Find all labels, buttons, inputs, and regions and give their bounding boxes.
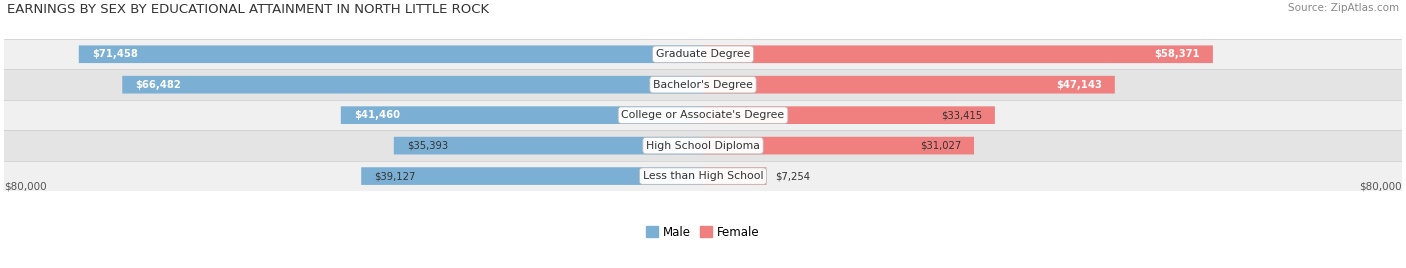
Text: Bachelor's Degree: Bachelor's Degree: [652, 80, 754, 90]
Text: $41,460: $41,460: [354, 110, 399, 120]
Text: College or Associate's Degree: College or Associate's Degree: [621, 110, 785, 120]
FancyBboxPatch shape: [340, 106, 703, 124]
FancyBboxPatch shape: [703, 76, 1115, 94]
Legend: Male, Female: Male, Female: [641, 221, 765, 243]
Bar: [4, 39, 1402, 69]
FancyBboxPatch shape: [79, 45, 703, 63]
Text: $35,393: $35,393: [406, 141, 449, 151]
FancyBboxPatch shape: [703, 106, 995, 124]
FancyBboxPatch shape: [394, 137, 703, 154]
Bar: [4, 100, 1402, 131]
Text: Source: ZipAtlas.com: Source: ZipAtlas.com: [1288, 3, 1399, 13]
Bar: [4, 161, 1402, 191]
Text: $80,000: $80,000: [4, 181, 46, 191]
Text: Less than High School: Less than High School: [643, 171, 763, 181]
Bar: [4, 69, 1402, 100]
Text: $58,371: $58,371: [1154, 49, 1199, 59]
Bar: [4, 131, 1402, 161]
FancyBboxPatch shape: [703, 137, 974, 154]
Text: $71,458: $71,458: [91, 49, 138, 59]
Text: $47,143: $47,143: [1056, 80, 1102, 90]
Text: $7,254: $7,254: [775, 171, 810, 181]
Text: $33,415: $33,415: [941, 110, 981, 120]
Text: $31,027: $31,027: [920, 141, 960, 151]
FancyBboxPatch shape: [703, 45, 1213, 63]
Text: High School Diploma: High School Diploma: [647, 141, 759, 151]
FancyBboxPatch shape: [361, 167, 703, 185]
FancyBboxPatch shape: [703, 167, 766, 185]
Text: Graduate Degree: Graduate Degree: [655, 49, 751, 59]
FancyBboxPatch shape: [122, 76, 703, 94]
Text: $39,127: $39,127: [374, 171, 416, 181]
Text: $66,482: $66,482: [135, 80, 181, 90]
Text: EARNINGS BY SEX BY EDUCATIONAL ATTAINMENT IN NORTH LITTLE ROCK: EARNINGS BY SEX BY EDUCATIONAL ATTAINMEN…: [7, 3, 489, 16]
Text: $80,000: $80,000: [1360, 181, 1402, 191]
